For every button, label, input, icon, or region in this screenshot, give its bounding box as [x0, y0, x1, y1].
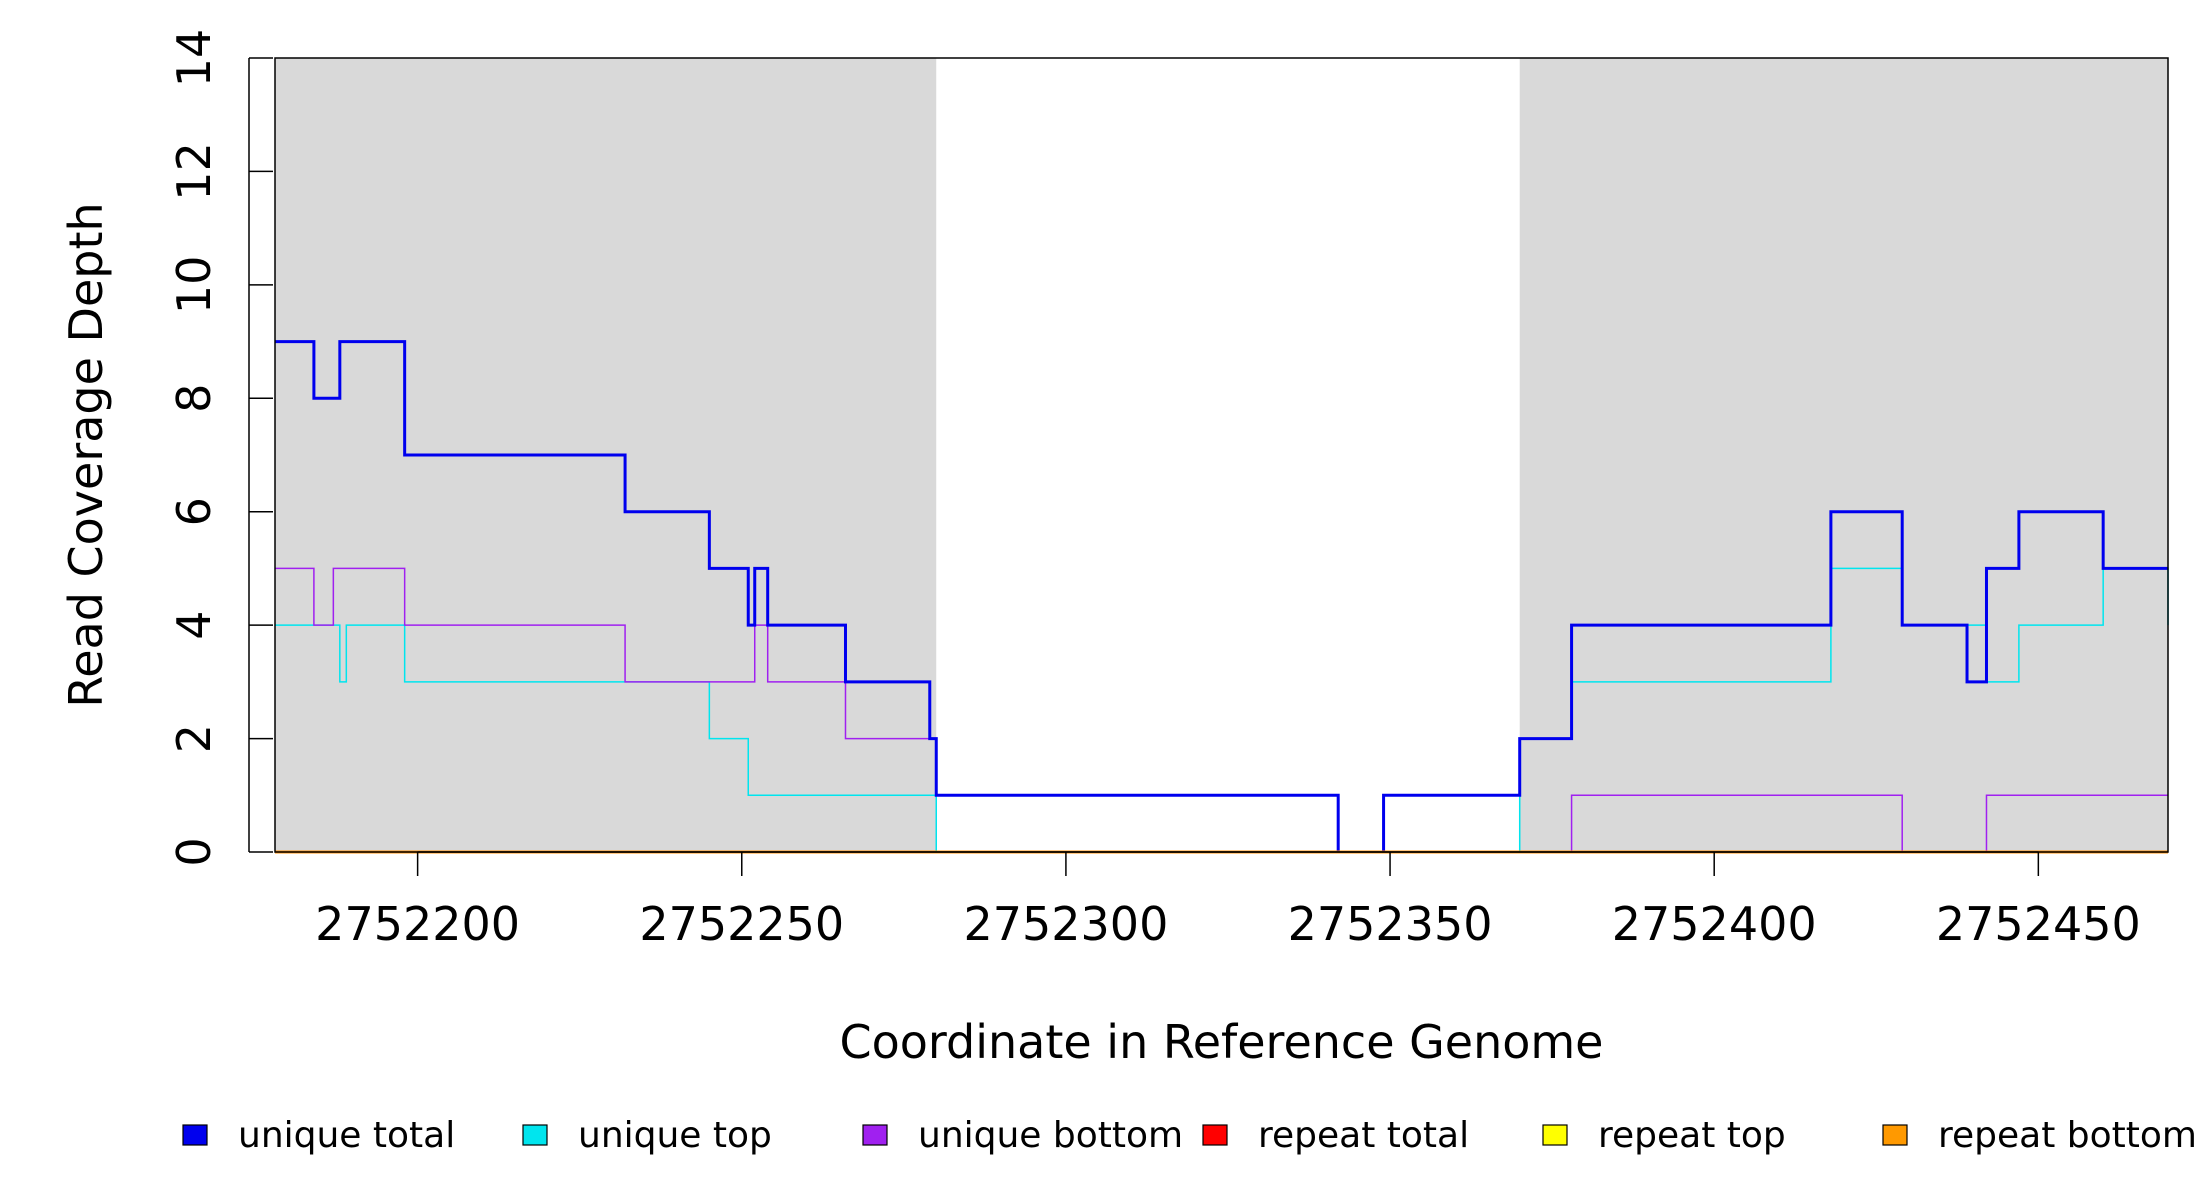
y-tick-label: 4 [167, 611, 221, 640]
x-tick-label: 2752450 [1936, 897, 2141, 951]
y-tick-label: 14 [167, 29, 221, 88]
legend-swatch-unique-total [182, 1124, 208, 1146]
y-tick-label: 0 [167, 837, 221, 866]
legend-swatch-repeat-total [1202, 1124, 1228, 1146]
x-tick-label: 2752250 [639, 897, 844, 951]
y-axis: 0 2 4 6 8 10 12 14 [167, 29, 273, 867]
legend-label-unique-bottom: unique bottom [918, 1115, 1183, 1156]
shaded-regions [275, 58, 2168, 852]
x-tick-label: 2752350 [1288, 897, 1493, 951]
x-axis-title: Coordinate in Reference Genome [840, 1015, 1604, 1069]
y-tick-label: 6 [167, 497, 221, 526]
series-unique-bottom [275, 567, 2168, 853]
series-unique-total [275, 340, 2168, 854]
legend-label-repeat-bottom: repeat bottom [1938, 1115, 2197, 1156]
x-tick-label: 2752300 [963, 897, 1168, 951]
legend-label-repeat-top: repeat top [1598, 1115, 1786, 1156]
legend-swatch-repeat-top [1542, 1124, 1568, 1146]
shaded-region-1 [1519, 58, 2168, 852]
legend-label-unique-top: unique top [578, 1115, 772, 1156]
x-tick-label: 2752400 [1612, 897, 1817, 951]
y-tick-label: 12 [167, 142, 221, 201]
legend: unique total unique top unique bottom repea… [182, 1115, 2197, 1156]
legend-label-repeat-total: repeat total [1258, 1115, 1469, 1156]
y-tick-label: 8 [167, 384, 221, 413]
legend-label-unique-total: unique total [238, 1115, 455, 1156]
legend-swatch-unique-top [522, 1124, 548, 1146]
y-axis-title: Read Coverage Depth [59, 202, 113, 707]
legend-swatch-repeat-bottom [1882, 1124, 1908, 1146]
x-axis: 2752200 2752250 2752300 2752350 2752400 27524… [315, 851, 2141, 951]
x-tick-label: 2752200 [315, 897, 520, 951]
y-tick-label: 10 [167, 256, 221, 315]
legend-swatch-unique-bottom [862, 1124, 888, 1146]
y-tick-label: 2 [167, 724, 221, 753]
